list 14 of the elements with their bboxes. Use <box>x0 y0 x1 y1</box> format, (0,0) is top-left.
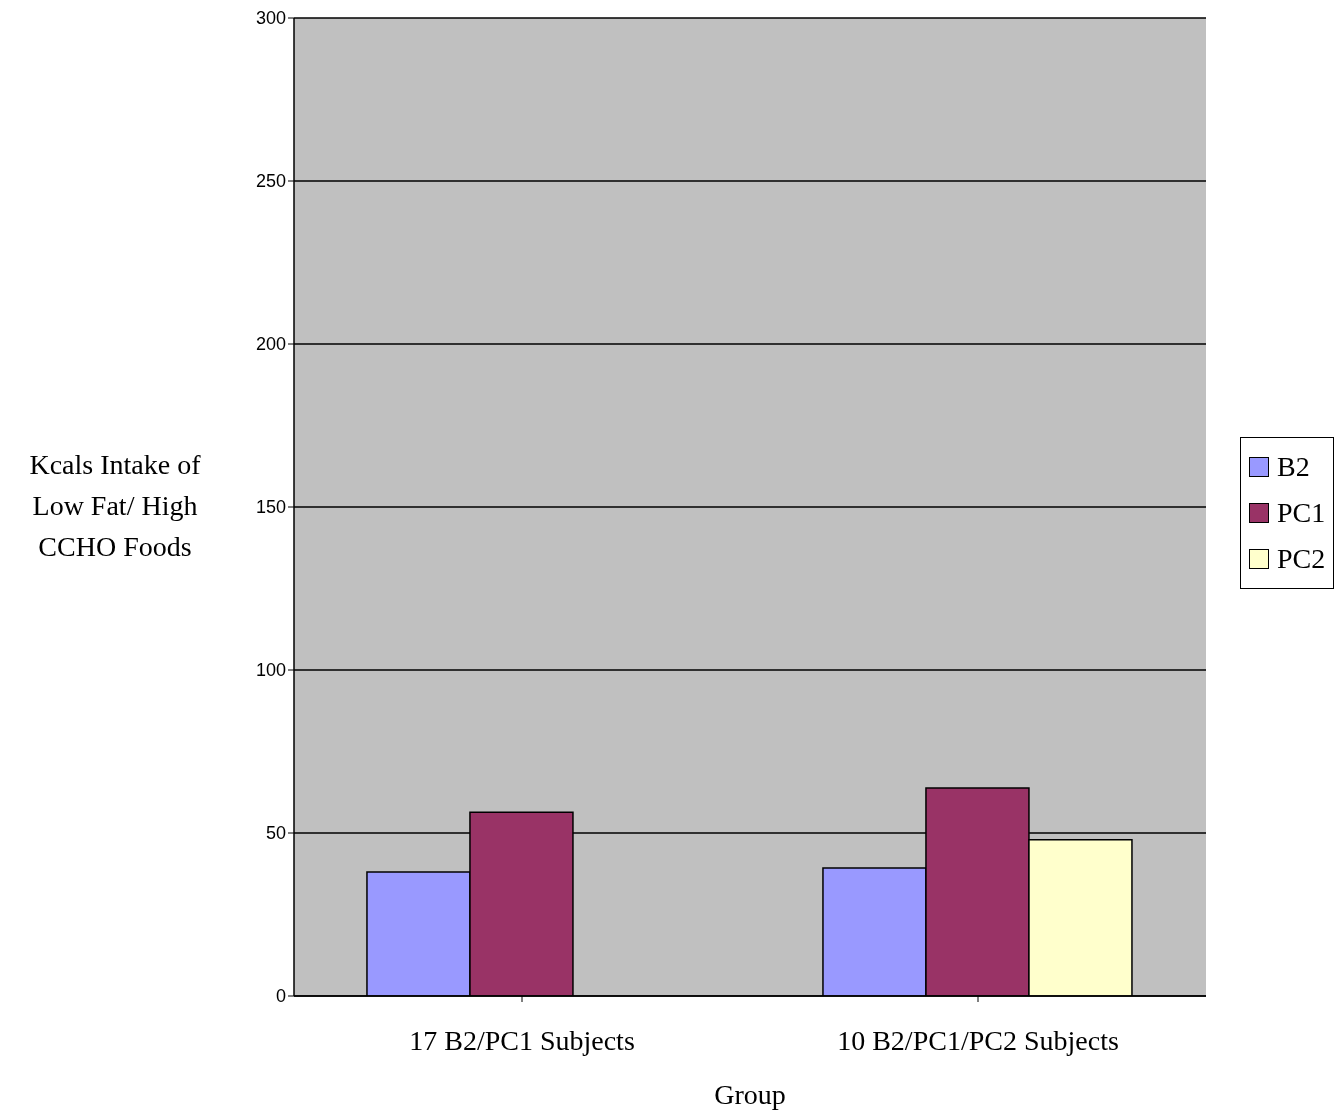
y-tick-label: 250 <box>255 171 286 192</box>
legend-label: B2 <box>1277 450 1310 484</box>
y-tick-label: 300 <box>255 8 286 29</box>
y-tick-label: 150 <box>255 497 286 518</box>
y-tick-label: 100 <box>255 660 286 681</box>
x-tick-label: 17 B2/PC1 Subjects <box>409 1024 635 1056</box>
legend-label: PC1 <box>1277 496 1326 530</box>
y-tick-label: 0 <box>275 986 286 1007</box>
y-tick-label: 200 <box>255 334 286 355</box>
y-tick-label: 50 <box>265 823 286 844</box>
x-axis-title: Group <box>714 1079 786 1110</box>
y-axis-title: Kcals Intake of Low Fat/ High CCHO Foods <box>29 449 202 562</box>
legend-label: PC2 <box>1277 542 1326 576</box>
x-tick-label: 10 B2/PC1/PC2 Subjects <box>837 1024 1119 1056</box>
